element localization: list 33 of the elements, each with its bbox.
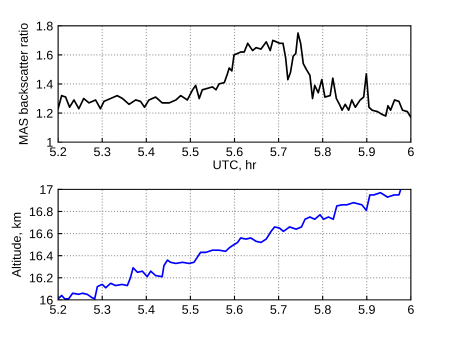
x-tick-label: 6 xyxy=(408,305,414,314)
x-tick-label: 5.5 xyxy=(182,147,199,156)
x-tick-label: 5.2 xyxy=(50,147,66,156)
y-tick-label: 16.2 xyxy=(30,274,53,282)
y-tick-label: 17 xyxy=(40,185,53,194)
y-tick-label: 16.4 xyxy=(30,251,53,260)
y-tick-label: 16.6 xyxy=(30,229,53,238)
x-tick-label: 5.4 xyxy=(138,147,155,156)
y-tick-label: 1.4 xyxy=(36,80,53,89)
x-axis-title: UTC, hr xyxy=(214,160,256,171)
y-axis-title: Altitude, km xyxy=(12,212,22,278)
x-tick-label: 5.5 xyxy=(182,305,199,314)
x-tick-label: 5.3 xyxy=(94,305,110,314)
x-tick-label: 6 xyxy=(408,147,414,156)
x-tick-label: 5.7 xyxy=(270,305,287,314)
x-tick-label: 5.9 xyxy=(358,147,375,156)
y-tick-label: 1.2 xyxy=(36,108,53,118)
x-tick-label: 5.7 xyxy=(270,147,287,156)
x-tick-label: 5.6 xyxy=(226,147,243,156)
x-tick-label: 5.2 xyxy=(50,305,66,314)
x-tick-label: 5.6 xyxy=(226,305,243,314)
y-tick-label: 16 xyxy=(40,296,53,305)
x-tick-label: 5.3 xyxy=(94,147,110,156)
line-series xyxy=(58,189,402,300)
x-tick-label: 5.8 xyxy=(314,305,331,314)
y-tick-label: 1.8 xyxy=(36,22,53,30)
y-tick-label: 1.6 xyxy=(36,50,53,60)
x-tick-label: 5.4 xyxy=(138,305,155,314)
x-tick-label: 5.9 xyxy=(358,305,375,314)
y-tick-label: 16.8 xyxy=(30,207,53,216)
y-axis-title: MAS backscatter ratio xyxy=(18,23,28,144)
y-tick-label: 1 xyxy=(47,138,53,147)
x-tick-label: 5.8 xyxy=(314,147,331,156)
